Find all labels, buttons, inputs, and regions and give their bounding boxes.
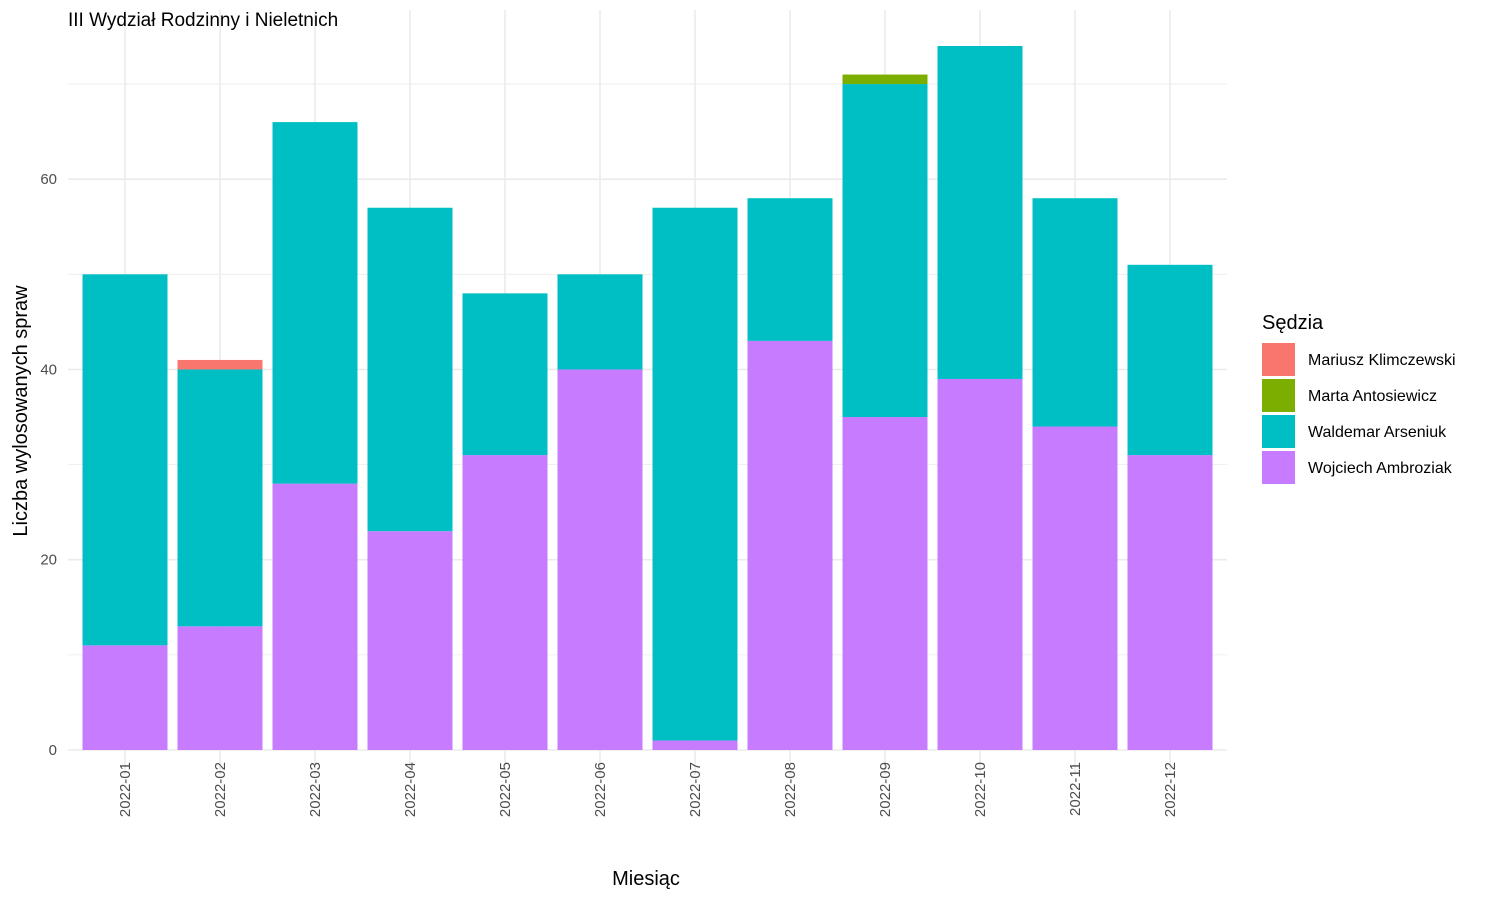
bar-segment	[1032, 198, 1118, 427]
x-tick-label: 2022-06	[592, 762, 609, 817]
bar-segment	[462, 293, 548, 456]
legend-label: Marta Antosiewicz	[1308, 388, 1437, 405]
y-tick-label: 60	[40, 171, 57, 188]
bar-segment	[747, 340, 833, 750]
y-axis-title: Liczba wylosowanych spraw	[10, 285, 32, 537]
legend-swatch	[1262, 379, 1295, 412]
legend-label: Waldemar Arseniuk	[1308, 424, 1447, 441]
bar-segment	[557, 274, 643, 370]
bar-segment	[367, 207, 453, 532]
bar-segment	[82, 645, 168, 750]
bar-segment	[177, 369, 263, 627]
bar-segment	[652, 740, 738, 750]
bar-segment	[82, 274, 168, 646]
legend-title: Sędzia	[1262, 312, 1324, 334]
bars	[82, 46, 1213, 750]
legend-swatch	[1262, 343, 1295, 376]
legend-label: Wojciech Ambroziak	[1308, 460, 1453, 477]
legend-swatch	[1262, 451, 1295, 484]
bar-segment	[177, 359, 263, 370]
x-tick-label: 2022-03	[307, 762, 324, 817]
y-tick-label: 0	[49, 742, 57, 759]
bar-segment	[842, 84, 928, 418]
x-tick-label: 2022-05	[497, 762, 514, 817]
bar-segment	[272, 122, 358, 484]
bar-segment	[1127, 264, 1213, 456]
y-axis-ticks: 0 20 40 60	[40, 171, 57, 759]
x-tick-label: 2022-04	[402, 762, 419, 817]
x-tick-label: 2022-08	[782, 762, 799, 817]
y-tick-label: 40	[40, 361, 57, 378]
x-tick-label: 2022-12	[1162, 762, 1179, 817]
bar-segment	[462, 455, 548, 750]
bar-segment	[747, 198, 833, 341]
x-tick-label: 2022-10	[972, 762, 989, 817]
legend: Sędzia Mariusz Klimczewski Marta Antosiew…	[1262, 312, 1456, 484]
bar-segment	[842, 417, 928, 750]
legend-label: Mariusz Klimczewski	[1308, 352, 1456, 369]
bar-segment	[1127, 455, 1213, 750]
bar-segment	[177, 626, 263, 750]
chart-title: III Wydział Rodzinny i Nieletnich	[68, 10, 338, 31]
bar-segment	[652, 207, 738, 741]
x-tick-label: 2022-07	[687, 762, 704, 817]
bar-segment	[842, 74, 928, 85]
bar-segment	[272, 483, 358, 750]
bar-segment	[557, 369, 643, 750]
x-axis-title: Miesiąc	[612, 868, 680, 890]
y-tick-label: 20	[40, 552, 57, 569]
bar-segment	[937, 46, 1023, 379]
x-tick-label: 2022-09	[877, 762, 894, 817]
legend-swatch	[1262, 415, 1295, 448]
bar-segment	[1032, 426, 1118, 750]
x-tick-label: 2022-01	[117, 762, 134, 817]
legend-items: Mariusz Klimczewski Marta Antosiewicz Wald…	[1262, 343, 1456, 484]
bar-segment	[937, 378, 1023, 750]
x-tick-label: 2022-02	[212, 762, 229, 817]
bar-segment	[367, 531, 453, 750]
x-tick-label: 2022-11	[1067, 762, 1084, 816]
x-axis-ticks: 2022-01 2022-02 2022-03 2022-04 2022-05 2022-…	[117, 762, 1179, 817]
